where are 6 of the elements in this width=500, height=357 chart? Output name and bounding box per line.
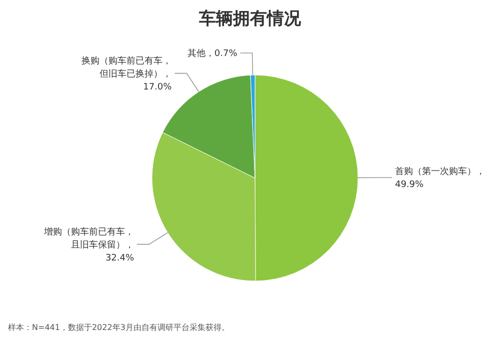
slice-label: 首购（第一次购车），49.9% — [395, 166, 485, 190]
text: 样本：N=441，数据于2022年3月由自有调研平台采集获得。 — [8, 323, 230, 332]
slice-label: 换购（购车前已有车，但旧车已换掉），17.0% — [82, 55, 172, 92]
chart-title: 车辆拥有情况 — [198, 9, 302, 29]
slice-label: 其他，0.7% — [187, 48, 238, 60]
slice-label: 增购（购车前已有车，且旧车保留），32.4% — [43, 226, 134, 264]
